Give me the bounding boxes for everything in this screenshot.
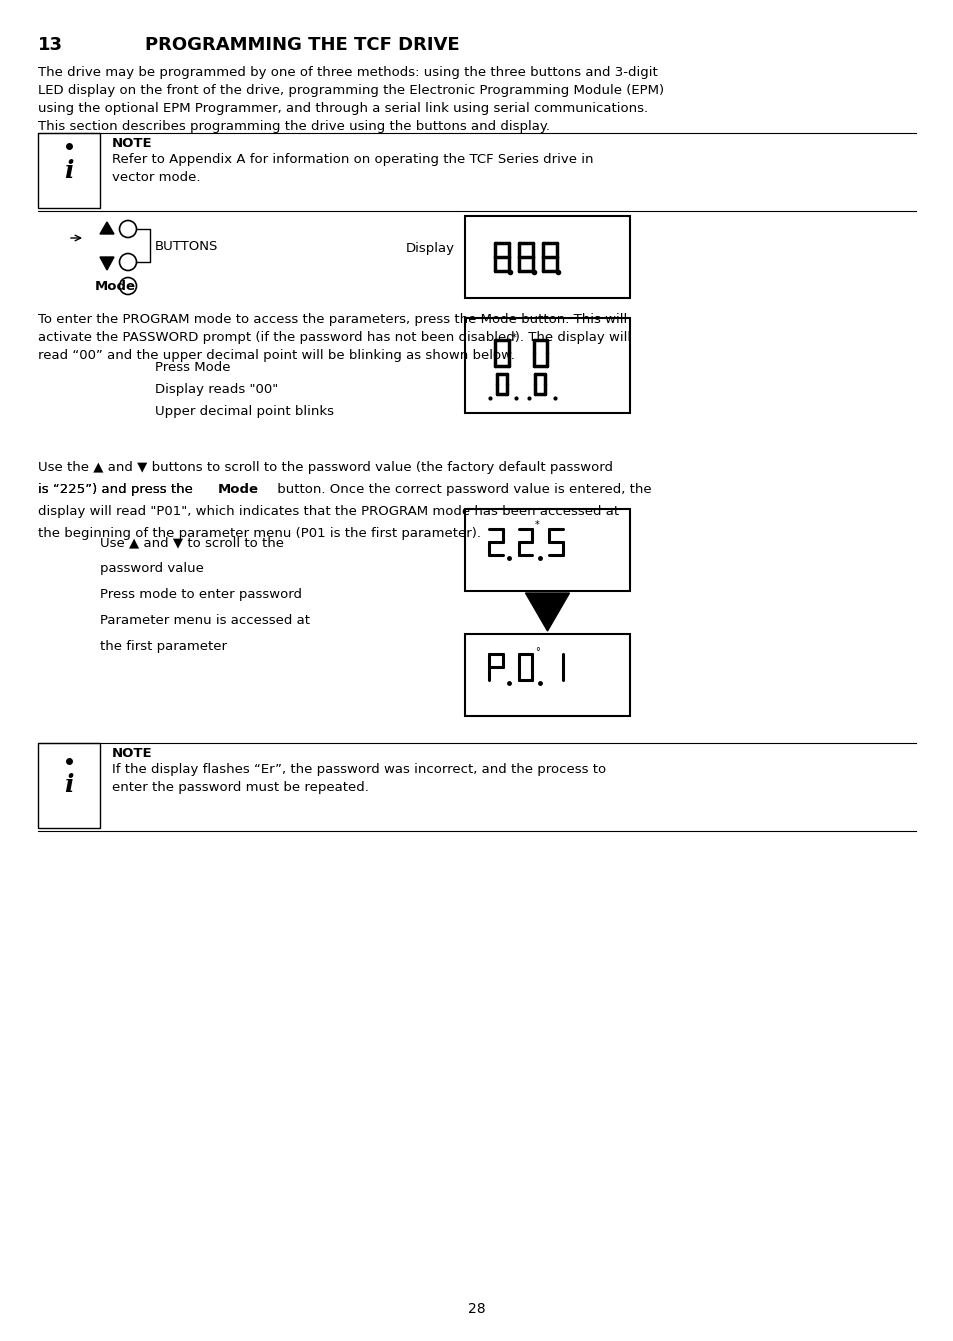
Text: Display reads "00": Display reads "00" [154, 384, 278, 396]
Text: Mode: Mode [218, 483, 258, 496]
Polygon shape [100, 257, 113, 270]
FancyBboxPatch shape [464, 318, 629, 413]
Text: Press Mode: Press Mode [154, 361, 231, 374]
Text: i: i [64, 774, 73, 798]
Text: Display: Display [406, 241, 455, 255]
Text: 28: 28 [468, 1302, 485, 1316]
Text: Press mode to enter password: Press mode to enter password [100, 587, 302, 601]
Text: NOTE: NOTE [112, 137, 152, 150]
FancyBboxPatch shape [464, 634, 629, 716]
Text: password value: password value [100, 562, 204, 575]
Text: BUTTONS: BUTTONS [154, 240, 218, 252]
Text: NOTE: NOTE [112, 747, 152, 760]
FancyBboxPatch shape [38, 133, 100, 208]
Text: i: i [64, 158, 73, 182]
Text: Mode: Mode [95, 279, 136, 292]
Text: Upper decimal point blinks: Upper decimal point blinks [154, 405, 334, 418]
Polygon shape [525, 593, 569, 632]
Text: Parameter menu is accessed at: Parameter menu is accessed at [100, 614, 310, 628]
Text: Use ▲ and ▼ to scroll to the: Use ▲ and ▼ to scroll to the [100, 536, 284, 548]
Text: is “225”) and press the: is “225”) and press the [38, 483, 197, 496]
Text: is “225”) and press the: is “225”) and press the [38, 483, 197, 496]
FancyBboxPatch shape [464, 216, 629, 298]
Polygon shape [100, 223, 113, 233]
Text: *: * [534, 520, 538, 530]
Text: 13: 13 [38, 36, 63, 54]
Text: °: ° [535, 646, 539, 657]
Text: To enter the PROGRAM mode to access the parameters, press the Mode button. This : To enter the PROGRAM mode to access the … [38, 312, 631, 362]
Text: button. Once the correct password value is entered, the: button. Once the correct password value … [273, 483, 651, 496]
Text: The drive may be programmed by one of three methods: using the three buttons and: The drive may be programmed by one of th… [38, 66, 663, 133]
Text: PROGRAMMING THE TCF DRIVE: PROGRAMMING THE TCF DRIVE [145, 36, 459, 54]
FancyBboxPatch shape [464, 510, 629, 591]
Text: If the display flashes “Er”, the password was incorrect, and the process to
ente: If the display flashes “Er”, the passwor… [112, 763, 605, 794]
Text: the first parameter: the first parameter [100, 640, 227, 653]
Text: the beginning of the parameter menu (P01 is the first parameter).: the beginning of the parameter menu (P01… [38, 527, 480, 540]
FancyBboxPatch shape [38, 743, 100, 827]
Text: display will read "P01", which indicates that the PROGRAM mode has been accessed: display will read "P01", which indicates… [38, 506, 618, 518]
Text: Use the ▲ and ▼ buttons to scroll to the password value (the factory default pas: Use the ▲ and ▼ buttons to scroll to the… [38, 461, 613, 473]
Text: Refer to Appendix A for information on operating the TCF Series drive in
vector : Refer to Appendix A for information on o… [112, 153, 593, 184]
Text: *: * [511, 333, 516, 342]
